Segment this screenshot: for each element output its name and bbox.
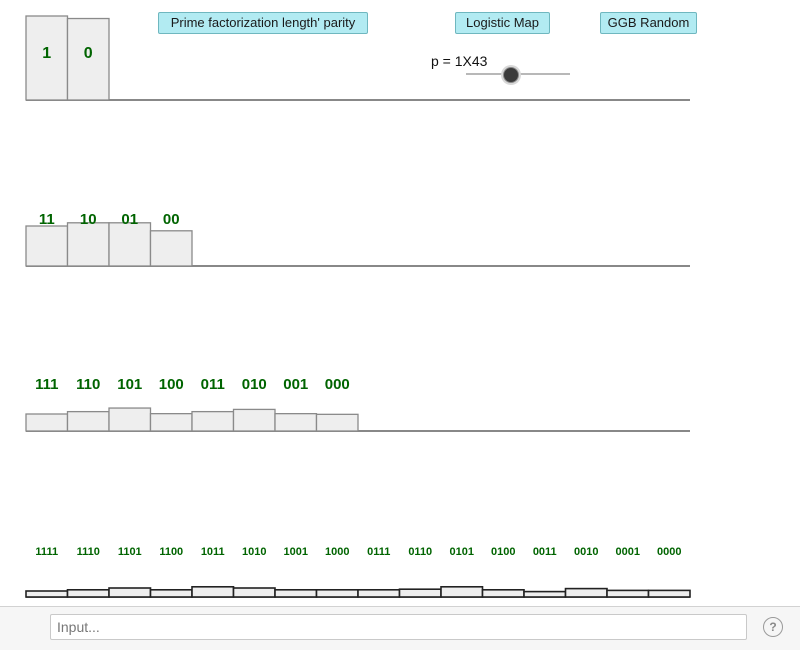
histogram-bar [149,588,193,598]
histogram-bar [66,17,110,101]
bar-label: 0000 [657,546,681,558]
bar-label: 1100 [159,546,183,558]
prime-factorization-button[interactable]: Prime factorization length' parity [158,12,368,34]
bar-label: 0011 [533,546,557,558]
bar-label: 1110 [77,546,100,558]
bar-label: 111 [35,376,58,393]
bar-label: 1000 [325,546,349,558]
slider-label: p = 1X43 [431,53,488,69]
slider-knob[interactable] [502,67,519,83]
histogram-bar [232,587,276,598]
ggb-random-button[interactable]: GGB Random [600,12,697,34]
histogram-bar [564,587,608,598]
histogram-bar [232,408,276,432]
histogram-bar [274,413,318,432]
bar-label: 001 [283,376,308,393]
bar-label: 1111 [35,546,58,558]
bar-label: 100 [159,376,184,393]
bar-label: 10 [80,211,97,228]
input-field[interactable] [50,614,747,640]
input-bar: ? [0,606,800,650]
bar-label: 0110 [408,546,432,558]
histogram-bar [108,222,152,267]
histogram-bar [440,585,484,598]
bar-label: 101 [117,376,142,393]
histogram-bar [274,588,318,598]
histogram-bar [66,410,110,432]
bar-label: 1001 [284,546,308,558]
bar-label: 0010 [574,546,598,558]
histogram-bar [606,589,650,598]
bar-label: 1 [42,45,51,62]
histogram-bar [357,588,401,598]
histogram-bar [108,407,152,432]
bar-label: 0001 [616,546,640,558]
histogram-bar [398,588,442,598]
bar-label: 110 [76,376,100,393]
help-icon[interactable]: ? [763,617,783,637]
histogram-bar [149,230,193,267]
bar-label: 00 [163,211,180,228]
histogram-bar [25,413,69,432]
bar-label: 010 [242,376,267,393]
bar-label: 1011 [201,546,225,558]
histogram-bar [66,222,110,267]
bar-label: 1010 [242,546,266,558]
logistic-map-button[interactable]: Logistic Map [455,12,550,34]
bar-label: 01 [121,211,138,228]
bar-label: 0100 [491,546,515,558]
histogram-bar [191,410,235,432]
bar-label: 000 [325,376,350,393]
histogram-bar [108,587,152,598]
histogram-bar [66,588,110,598]
histogram-bar [315,413,359,432]
bar-label: 0 [84,45,93,62]
bar-label: 0111 [367,546,390,558]
bar-label: 11 [39,211,55,228]
histogram-bar [481,588,525,598]
histogram-bar [191,585,235,598]
histogram-bar [149,413,193,432]
histogram-bar [523,590,567,598]
histogram-bar [25,225,69,267]
bar-label: 011 [201,376,225,393]
histogram-bar [25,590,69,598]
histogram-bar [315,588,359,598]
histogram-bar [647,589,691,598]
bar-label: 1101 [118,546,142,558]
bar-label: 0101 [450,546,474,558]
